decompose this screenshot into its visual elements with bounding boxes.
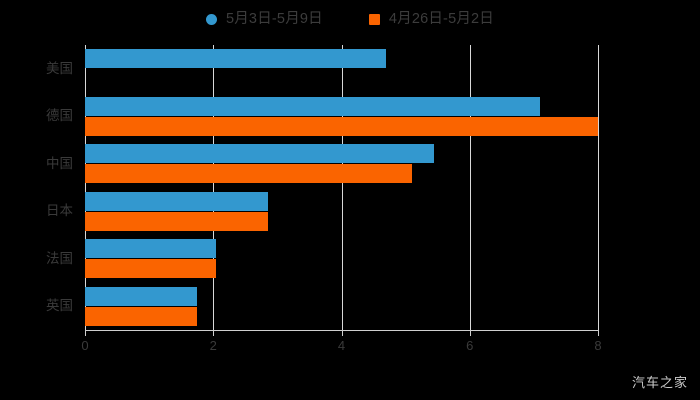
gridline-x-4 bbox=[598, 45, 599, 330]
x-tick-label-0: 0 bbox=[81, 338, 89, 353]
gridline-x-2 bbox=[341, 45, 343, 330]
legend-label-series-0: 5月3日-5月9日 bbox=[225, 10, 323, 27]
y-axis-label-1: 德国 bbox=[46, 108, 73, 124]
gridline-x-1 bbox=[213, 45, 215, 330]
chart-row: 中国 bbox=[46, 140, 598, 188]
bar-法国-series-1[interactable] bbox=[85, 259, 217, 279]
bar-日本-series-1[interactable] bbox=[85, 211, 268, 231]
bar-德国-series-1[interactable] bbox=[85, 116, 598, 136]
y-axis-label-5: 英国 bbox=[46, 298, 73, 314]
legend-marker-square-icon bbox=[368, 13, 380, 25]
legend-item-series-0[interactable]: 5月3日-5月9日 bbox=[205, 10, 323, 27]
bar-英国-series-1[interactable] bbox=[85, 306, 198, 326]
x-tick-mark-2 bbox=[341, 331, 343, 336]
bar-德国-series-0[interactable] bbox=[85, 96, 541, 116]
x-tick-label-1: 2 bbox=[209, 338, 217, 353]
x-axis-line bbox=[85, 330, 599, 331]
chart-row: 英国 bbox=[46, 283, 598, 331]
chart-row: 美国 bbox=[46, 45, 598, 93]
y-axis-label-4: 法国 bbox=[46, 250, 73, 266]
gridline-x-0 bbox=[85, 45, 86, 330]
bar-中国-series-0[interactable] bbox=[85, 144, 435, 164]
y-axis-label-2: 中国 bbox=[46, 155, 73, 171]
y-axis-label-3: 日本 bbox=[46, 203, 73, 219]
legend-marker-circle-icon bbox=[205, 13, 217, 25]
bar-英国-series-0[interactable] bbox=[85, 286, 198, 306]
x-tick-mark-4 bbox=[598, 331, 599, 336]
x-tick-label-3: 6 bbox=[466, 338, 474, 353]
x-tick-label-2: 4 bbox=[337, 338, 346, 353]
bar-法国-series-0[interactable] bbox=[85, 239, 217, 259]
x-tick-mark-3 bbox=[469, 331, 471, 336]
y-axis-label-0: 美国 bbox=[46, 60, 73, 76]
x-tick-mark-1 bbox=[213, 331, 215, 336]
bar-中国-series-1[interactable] bbox=[85, 164, 413, 184]
chart-row: 德国 bbox=[46, 93, 598, 141]
chart-row: 日本 bbox=[46, 188, 598, 236]
legend-item-series-1[interactable]: 4月26日-5月2日 bbox=[368, 10, 495, 27]
plot-area: 美国德国中国日本法国英国 bbox=[46, 45, 599, 331]
chart-row: 法国 bbox=[46, 235, 598, 283]
gridline-x-3 bbox=[469, 45, 471, 330]
legend-label-series-1: 4月26日-5月2日 bbox=[388, 10, 495, 27]
bar-美国-series-0[interactable] bbox=[85, 49, 387, 69]
chart-legend: 5月3日-5月9日 4月26日-5月2日 bbox=[0, 6, 700, 32]
x-tick-mark-0 bbox=[85, 331, 86, 336]
x-tick-label-4: 8 bbox=[594, 338, 602, 353]
watermark: 汽车之家 bbox=[631, 375, 688, 390]
bar-日本-series-0[interactable] bbox=[85, 191, 268, 211]
